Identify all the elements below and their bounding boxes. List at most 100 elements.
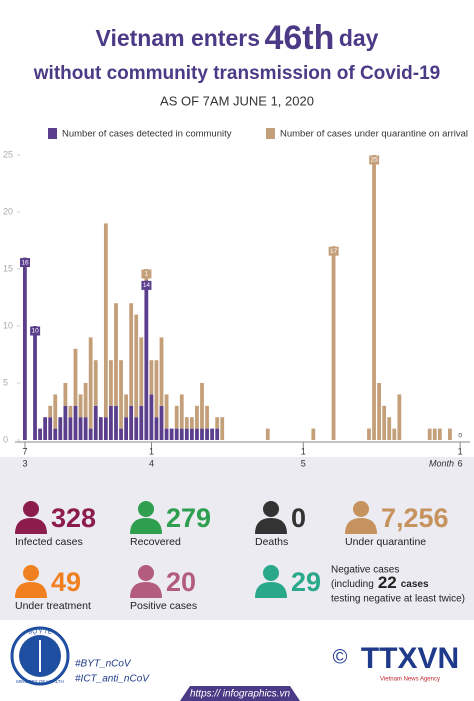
bar [372,155,376,440]
y-tick-label: 0 [3,434,8,444]
bar [164,394,169,429]
title-suffix: day [339,25,379,51]
note-post: cases [401,579,429,590]
bar [200,383,204,429]
person-icon-head [23,565,39,581]
value-label-bg [141,269,152,279]
bar [159,405,164,440]
bar [220,417,225,440]
negative-note: testing negative at least twice) [331,594,465,605]
bar [210,428,215,440]
legend-swatch [266,128,275,139]
x-tick-label: 6 [458,458,463,468]
value-label: 25 [371,157,379,164]
bar [103,417,108,440]
bar [124,394,128,418]
value-label-bg [455,431,466,441]
agency-en: Vietnam News Agency [380,677,440,683]
person-icon-body [130,518,162,534]
bar [78,417,83,440]
ministry-vn: BỘ Y TẾ [28,629,51,636]
note-pre: (including [331,579,374,590]
tag: #ICT_anti_nCoV [75,674,150,685]
stat-label: Deaths [255,536,288,548]
bar [93,360,98,406]
bar [154,360,159,418]
bar [377,383,381,440]
stat-label: Positive cases [130,600,197,612]
person-icon-body [255,582,287,598]
bar [83,417,88,440]
person-icon-body [255,518,287,534]
bar [129,303,134,406]
stat-label: Under treatment [15,600,91,612]
bar [154,417,159,440]
x-tick-label: 3 [22,458,27,468]
bar [144,280,149,440]
bar [73,405,78,440]
bar [189,428,194,440]
bar [38,428,42,440]
bar [427,428,432,440]
value-label: 10 [32,328,40,335]
bar [88,337,93,429]
y-tick-label: 25 [3,149,13,159]
value-label-bg [369,155,380,165]
bar [164,428,169,440]
bar [215,428,220,440]
bar [53,428,58,440]
stat-value: 279 [166,503,211,533]
stat-value: 0 [291,503,306,533]
person-icon-head [263,565,279,581]
bar [48,417,53,440]
agency-logo: TTXVN [361,642,459,675]
bar [124,417,128,440]
bar [119,428,123,440]
stat-label: Infected cases [15,536,83,548]
bar [195,405,199,429]
stat-value: 328 [51,503,96,533]
bar [63,405,68,440]
stat-value: 7,256 [381,503,449,533]
bar [43,417,48,440]
bar [23,257,27,440]
person-icon-body [15,518,47,534]
bar [88,428,93,440]
bar [78,394,83,418]
bar [432,428,437,440]
bar [174,428,179,440]
x-tick-label: 5 [301,458,306,468]
value-label-bg [328,246,339,256]
x-axis-label: Month [429,458,454,468]
person-icon-body [345,518,377,534]
bar [382,405,387,440]
stat-value: 49 [51,567,81,597]
bar [48,405,53,418]
bar [53,394,58,429]
legend-label: Number of cases detected in community [62,129,232,140]
bar [331,246,336,440]
y-tick-label: 20 [3,206,13,216]
title-number: 46th [264,19,334,57]
legend-label: Number of cases under quarantine on arri… [280,129,468,140]
bar [205,405,209,429]
bar [437,428,442,440]
bar [149,360,154,395]
title: Vietnam enters 46th day [96,19,379,57]
bar [134,417,139,440]
x-tick-label: 1 [301,446,306,456]
stat-label: Under quarantine [345,536,426,548]
note-number: 22 [378,573,397,592]
value-label-bg [141,280,152,290]
x-tick-label: 1 [458,446,463,456]
url: https:// infographics.vn [190,689,290,700]
bar [93,405,98,440]
person-icon-head [23,501,39,517]
tag: #BYT_nCoV [75,659,132,670]
stats-panel [0,457,474,620]
bar [68,405,73,418]
negative-note: (including 22 cases [331,573,429,592]
bar [189,417,194,429]
bar [215,417,220,429]
